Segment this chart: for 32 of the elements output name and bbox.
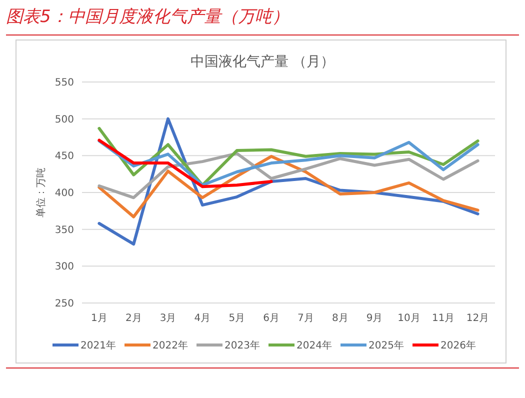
x-tick-label: 11月 [432, 313, 455, 324]
legend-label: 2025年 [368, 340, 404, 352]
x-tick-label: 7月 [298, 313, 314, 324]
legend-label: 2026年 [440, 340, 476, 352]
chart-title: 图表5：中国月度液化气产量（万吨） [6, 7, 289, 27]
x-tick-label: 3月 [160, 313, 176, 324]
x-tick-label: 9月 [366, 313, 383, 324]
legend-label: 2021年 [80, 340, 116, 352]
x-tick-label: 6月 [263, 313, 280, 324]
legend-label: 2022年 [152, 340, 188, 352]
y-tick-label: 250 [54, 298, 74, 310]
x-tick-label: 1月 [91, 313, 108, 324]
y-axis-title: 单位：万吨 [35, 168, 47, 218]
legend-label: 2024年 [296, 340, 332, 352]
x-tick-label: 10月 [398, 313, 420, 324]
chart-subtitle: 中国液化气产量 （月） [190, 54, 335, 70]
x-tick-label: 5月 [228, 313, 246, 324]
legend-label: 2023年 [224, 340, 260, 352]
y-tick-label: 400 [54, 188, 74, 199]
line-series [98, 138, 273, 188]
line-series [98, 152, 480, 200]
x-tick-label: 4月 [194, 313, 211, 324]
line-series [98, 139, 480, 187]
y-tick-label: 450 [54, 151, 74, 162]
y-tick-label: 550 [54, 78, 74, 88]
x-tick-label: 8月 [332, 313, 348, 324]
x-tick-label: 2月 [125, 313, 142, 324]
y-tick-label: 350 [54, 224, 74, 236]
x-tick-label: 12月 [466, 313, 490, 324]
y-tick-label: 300 [54, 262, 74, 273]
line-series [98, 154, 480, 218]
y-tick-label: 500 [54, 114, 74, 126]
